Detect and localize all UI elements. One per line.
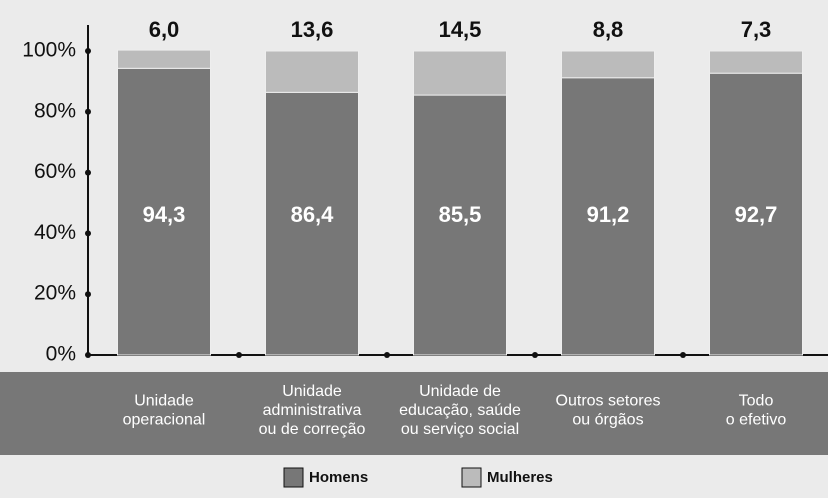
bar-segment bbox=[265, 50, 359, 93]
x-tick-label: Outros setores bbox=[556, 393, 661, 410]
x-tick-label: Todo bbox=[739, 393, 774, 410]
y-tick bbox=[85, 352, 91, 358]
x-tick-label: educação, saúde bbox=[399, 402, 521, 419]
category-band bbox=[0, 372, 828, 455]
value-label: 94,3 bbox=[143, 202, 186, 227]
bar-segment bbox=[117, 67, 211, 356]
x-tick-label: ou de correção bbox=[259, 421, 366, 438]
value-label: 8,8 bbox=[593, 17, 624, 42]
bar-segment bbox=[709, 50, 803, 74]
y-tick bbox=[85, 108, 91, 115]
y-tick-label: 80% bbox=[34, 99, 76, 122]
y-tick bbox=[85, 169, 91, 176]
legend-swatch bbox=[283, 467, 304, 488]
x-tick-label: ou serviço social bbox=[401, 421, 519, 438]
y-tick-label: 100% bbox=[22, 39, 76, 62]
y-tick-label: 60% bbox=[34, 160, 76, 183]
legend-label: Mulheres bbox=[487, 469, 553, 486]
value-label: 7,3 bbox=[741, 17, 772, 42]
bar-segment bbox=[561, 77, 655, 356]
value-label: 6,0 bbox=[149, 17, 180, 42]
value-label: 91,2 bbox=[587, 202, 630, 227]
category-separator bbox=[532, 352, 538, 358]
bar-segment bbox=[117, 49, 211, 69]
value-label: 92,7 bbox=[735, 202, 778, 227]
bar-segment bbox=[709, 72, 803, 356]
x-tick-label: operacional bbox=[123, 412, 206, 429]
value-label: 86,4 bbox=[291, 202, 335, 227]
bar-segment bbox=[413, 94, 507, 356]
legend-swatch bbox=[461, 467, 482, 488]
y-tick-label: 0% bbox=[46, 343, 76, 366]
y-tick bbox=[85, 291, 91, 298]
x-tick-label: Unidade bbox=[134, 393, 194, 410]
x-tick-label: ou órgãos bbox=[572, 412, 643, 429]
y-tick bbox=[85, 48, 91, 54]
category-separator bbox=[384, 352, 390, 358]
bar-segment bbox=[265, 91, 359, 356]
y-tick-label: 40% bbox=[34, 221, 76, 244]
legend-label: Homens bbox=[309, 469, 368, 486]
x-tick-label: administrativa bbox=[263, 402, 362, 419]
y-tick bbox=[85, 230, 91, 237]
value-label: 85,5 bbox=[439, 202, 482, 227]
x-tick-label: Unidade bbox=[282, 383, 342, 400]
bar-segment bbox=[561, 50, 655, 79]
x-tick-label: o efetivo bbox=[726, 412, 787, 429]
bar-segment bbox=[413, 50, 507, 96]
y-tick-label: 20% bbox=[34, 282, 76, 305]
category-separator bbox=[236, 352, 242, 358]
value-label: 13,6 bbox=[291, 17, 334, 42]
category-separator bbox=[680, 352, 686, 358]
x-tick-label: Unidade de bbox=[419, 383, 501, 400]
value-label: 14,5 bbox=[439, 17, 482, 42]
